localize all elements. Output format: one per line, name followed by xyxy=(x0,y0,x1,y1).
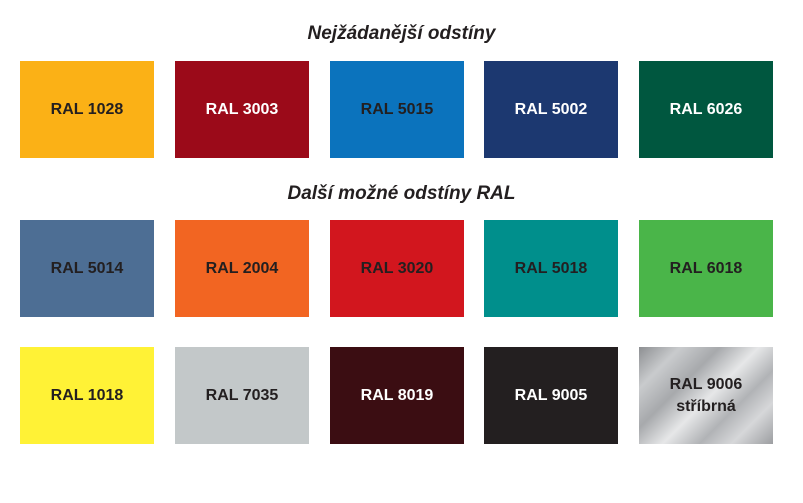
swatch-label: RAL 5018 xyxy=(514,259,588,277)
swatch-ral-7035: RAL 7035 xyxy=(175,347,309,444)
swatch-ral-9005: RAL 9005 xyxy=(484,347,618,444)
swatch-ral-2004: RAL 2004 xyxy=(175,220,309,317)
swatch-ral-9006: RAL 9006 stříbrná xyxy=(639,347,773,444)
heading-most-requested: Nejžádanější odstíny xyxy=(307,23,496,44)
swatch-ral-5002: RAL 5002 xyxy=(484,61,618,158)
swatch-label: RAL 9006 xyxy=(669,375,743,393)
swatch-label: RAL 1028 xyxy=(50,100,124,118)
swatch-label: RAL 1018 xyxy=(50,386,124,404)
swatch-ral-1018: RAL 1018 xyxy=(20,347,154,444)
swatch-label: RAL 8019 xyxy=(360,386,434,404)
swatch-label: RAL 7035 xyxy=(205,386,279,404)
swatch-label: RAL 5014 xyxy=(50,259,124,277)
swatch-label: RAL 6026 xyxy=(669,100,743,118)
swatch-sublabel: stříbrná xyxy=(676,397,736,415)
swatch-label: RAL 2004 xyxy=(205,259,279,277)
swatch-label: RAL 5002 xyxy=(514,100,588,118)
swatch-ral-8019: RAL 8019 xyxy=(330,347,464,444)
swatch-label: RAL 3020 xyxy=(360,259,434,277)
swatch-ral-6026: RAL 6026 xyxy=(639,61,773,158)
swatch-ral-5014: RAL 5014 xyxy=(20,220,154,317)
swatch-label: RAL 3003 xyxy=(205,100,279,118)
swatch-ral-1028: RAL 1028 xyxy=(20,61,154,158)
swatch-label: RAL 9005 xyxy=(514,386,588,404)
swatch-label: RAL 6018 xyxy=(669,259,743,277)
heading-other-ral: Další možné odstíny RAL xyxy=(287,183,516,204)
swatch-ral-6018: RAL 6018 xyxy=(639,220,773,317)
swatch-label: RAL 5015 xyxy=(360,100,434,118)
swatch-ral-5015: RAL 5015 xyxy=(330,61,464,158)
swatch-ral-3020: RAL 3020 xyxy=(330,220,464,317)
swatch-ral-5018: RAL 5018 xyxy=(484,220,618,317)
swatch-ral-3003: RAL 3003 xyxy=(175,61,309,158)
